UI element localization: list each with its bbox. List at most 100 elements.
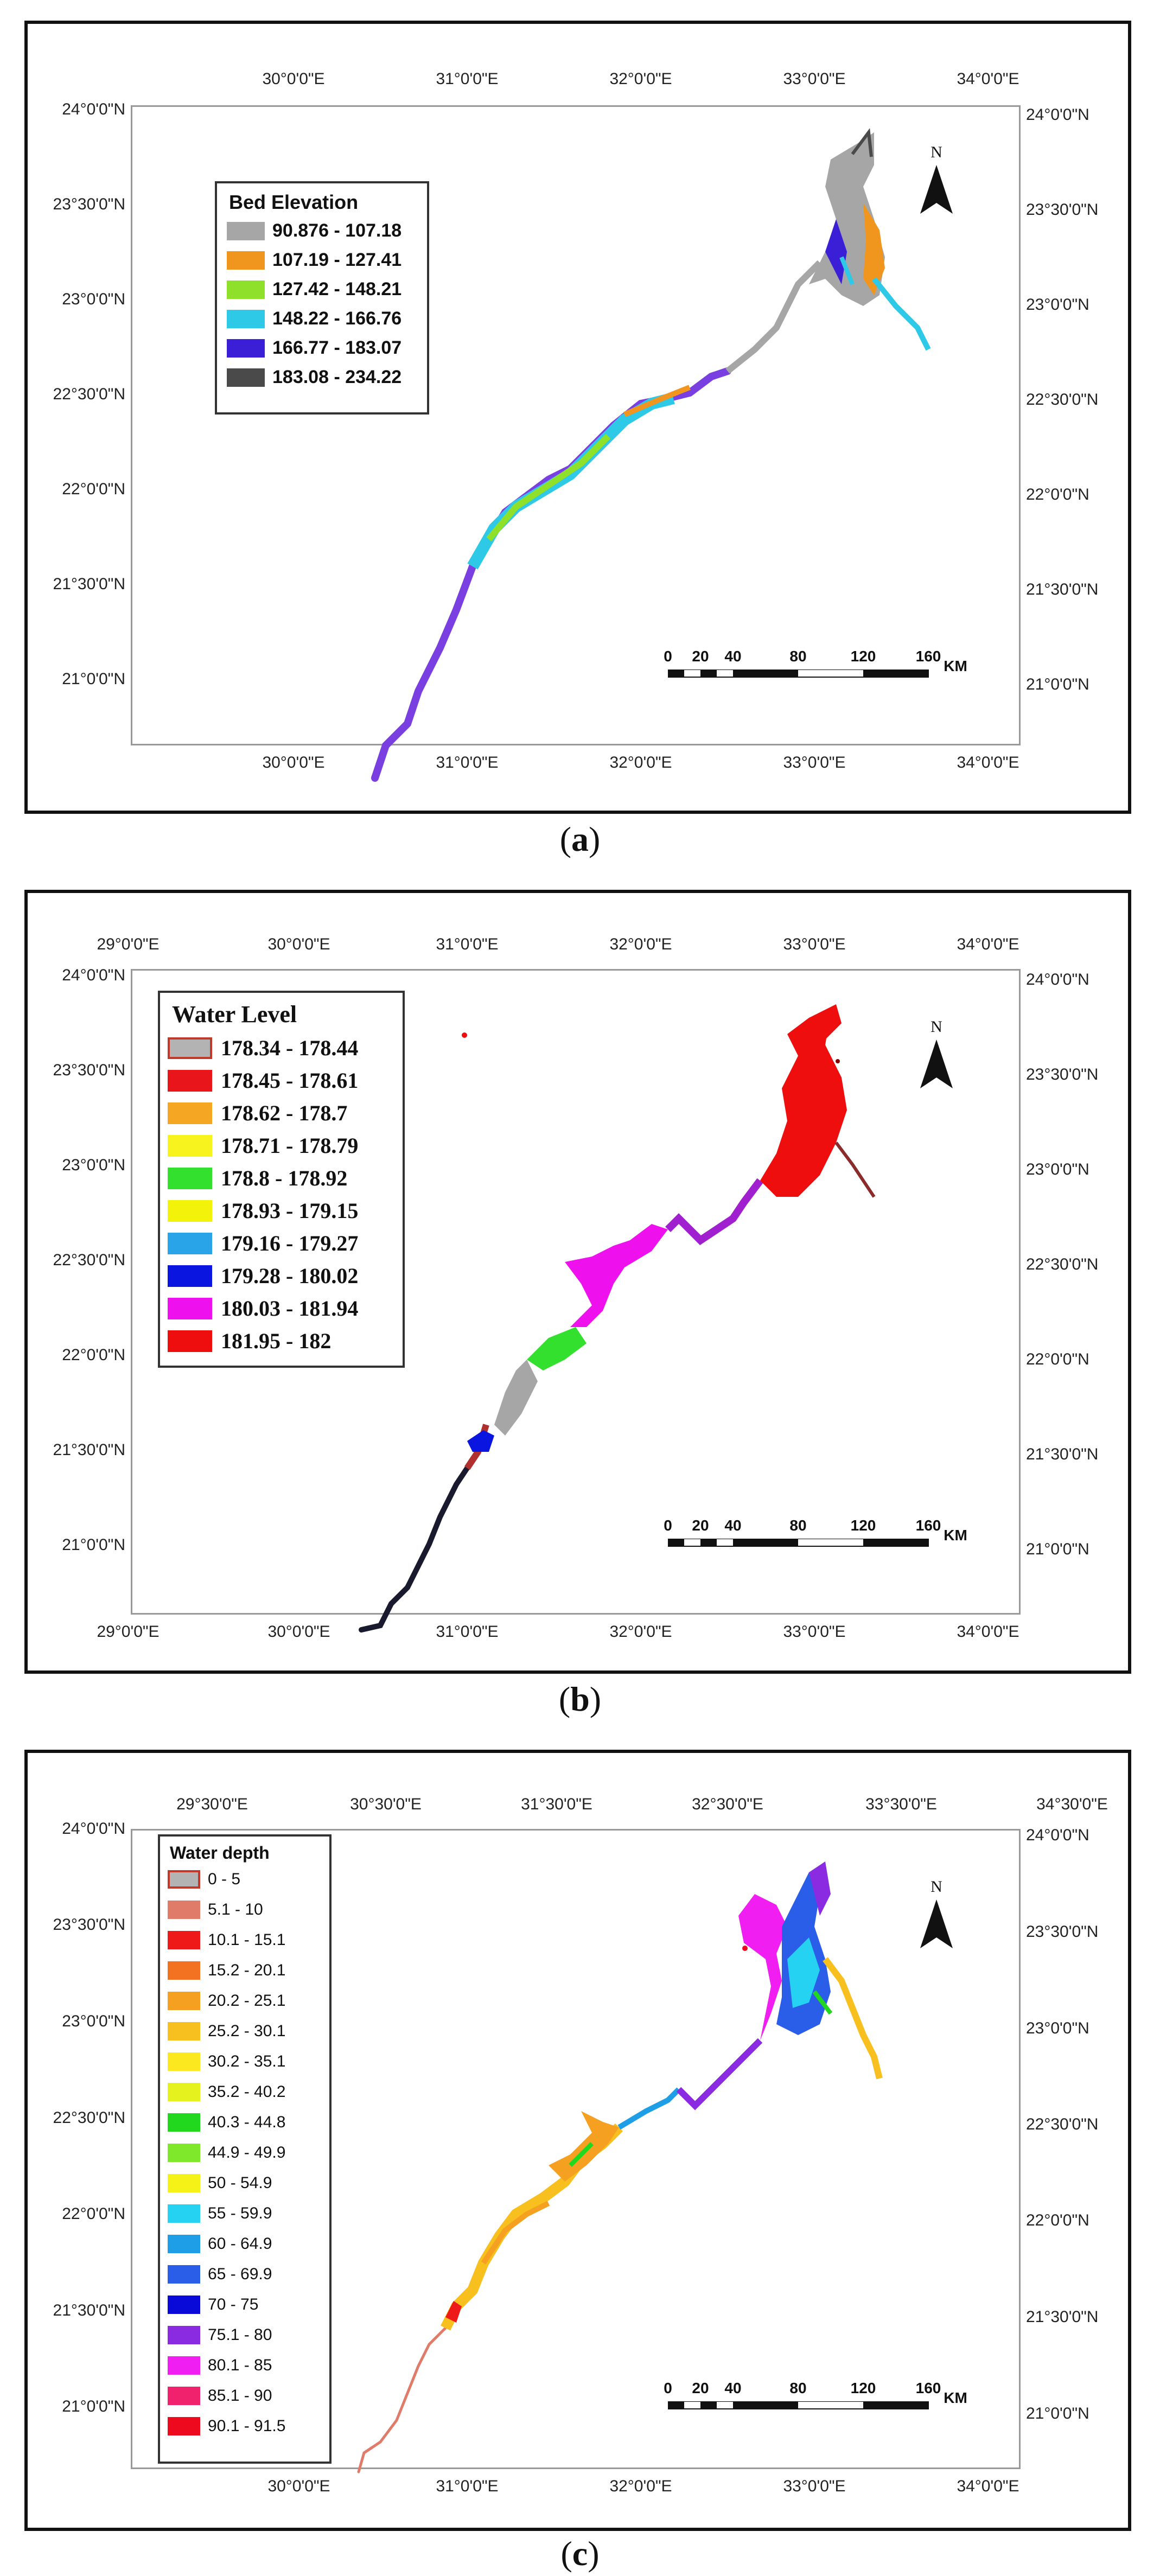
reservoir-map-c bbox=[357, 1861, 883, 2473]
legend-item-label: 55 - 59.9 bbox=[208, 2204, 272, 2222]
bottom-tick: 32°0'0"E bbox=[609, 754, 672, 771]
right-tick: 23°30'0"N bbox=[1026, 1923, 1099, 1941]
bottom-tick: 33°0'0"E bbox=[783, 1623, 846, 1641]
bottom-tick: 31°0'0"E bbox=[436, 2477, 499, 2495]
scale-label: 40 bbox=[724, 648, 742, 665]
legend-title: Water depth bbox=[170, 1843, 270, 1863]
right-tick: 22°0'0"N bbox=[1026, 486, 1089, 503]
left-tick: 22°30'0"N bbox=[53, 385, 125, 403]
scale-label: 160 bbox=[915, 2380, 941, 2396]
scale-label: 0 bbox=[664, 2380, 672, 2396]
legend-item-label: 40.3 - 44.8 bbox=[208, 2113, 286, 2131]
legend-item: 60 - 64.9 bbox=[168, 2235, 272, 2253]
right-tick: 22°0'0"N bbox=[1026, 2211, 1089, 2229]
legend-swatch bbox=[168, 2417, 200, 2435]
north-arrow-icon bbox=[920, 1899, 953, 1948]
legend-item: 30.2 - 35.1 bbox=[168, 2052, 285, 2071]
legend-item-label: 10.1 - 15.1 bbox=[208, 1931, 286, 1949]
top-tick: 31°0'0"E bbox=[436, 935, 499, 953]
legend-swatch bbox=[168, 2326, 200, 2344]
top-tick: 33°0'0"E bbox=[783, 70, 846, 88]
top-tick: 30°0'0"E bbox=[267, 935, 330, 953]
left-tick: 22°0'0"N bbox=[62, 1346, 125, 1364]
legend-swatch bbox=[227, 280, 265, 299]
legend-swatch bbox=[168, 1931, 200, 1949]
legend-swatch bbox=[227, 309, 265, 328]
legend-item: 20.2 - 25.1 bbox=[168, 1992, 285, 2010]
legend-item: 50 - 54.9 bbox=[168, 2174, 272, 2192]
right-tick: 21°30'0"N bbox=[1026, 1445, 1099, 1463]
north-arrow-icon bbox=[920, 1040, 953, 1088]
left-tick: 24°0'0"N bbox=[62, 966, 125, 984]
bottom-tick: 31°0'0"E bbox=[436, 754, 499, 771]
legend-swatch bbox=[227, 339, 265, 358]
legend-item: 90.1 - 91.5 bbox=[168, 2417, 285, 2435]
top-tick: 29°0'0"E bbox=[97, 935, 160, 953]
legend-item: 178.34 - 178.44 bbox=[168, 1035, 358, 1061]
top-tick: 33°0'0"E bbox=[783, 935, 846, 953]
bottom-tick: 30°0'0"E bbox=[267, 1623, 330, 1641]
legend-item: 70 - 75 bbox=[168, 2296, 258, 2314]
right-tick: 22°30'0"N bbox=[1026, 391, 1099, 409]
top-tick: 34°0'0"E bbox=[957, 935, 1019, 953]
right-tick: 23°30'0"N bbox=[1026, 1066, 1099, 1083]
legend-item: 107.19 - 127.41 bbox=[227, 250, 401, 271]
legend-item-label: 50 - 54.9 bbox=[208, 2174, 272, 2192]
caption-paren-close: ) bbox=[589, 820, 601, 858]
top-tick: 29°30'0"E bbox=[176, 1795, 248, 1813]
left-tick: 21°30'0"N bbox=[53, 2301, 125, 2319]
left-tick: 24°0'0"N bbox=[62, 100, 125, 118]
legend-item: 25.2 - 30.1 bbox=[168, 2022, 285, 2041]
legend-item: 10.1 - 15.1 bbox=[168, 1931, 285, 1949]
legend-item: 178.71 - 178.79 bbox=[168, 1133, 358, 1158]
left-tick: 23°30'0"N bbox=[53, 1061, 125, 1079]
legend-item-label: 35.2 - 40.2 bbox=[208, 2083, 286, 2101]
caption-c: (c) bbox=[0, 2534, 1160, 2574]
caption-paren-close: ) bbox=[589, 1680, 602, 1718]
legend-item: 181.95 - 182 bbox=[168, 1328, 331, 1354]
right-tick: 21°0'0"N bbox=[1026, 675, 1089, 693]
legend-swatch bbox=[168, 2113, 200, 2132]
map-panel-c: 29°30'0"E 30°30'0"E 31°30'0"E 32°30'0"E … bbox=[24, 1750, 1131, 2531]
bottom-tick: 30°0'0"E bbox=[267, 2477, 330, 2495]
caption-b: (b) bbox=[0, 1679, 1160, 1719]
legend-swatch bbox=[168, 1037, 212, 1059]
top-tick: 32°0'0"E bbox=[609, 70, 672, 88]
caption-letter: b bbox=[570, 1680, 590, 1718]
legend-item: 0 - 5 bbox=[168, 1870, 240, 1889]
legend-swatch bbox=[168, 1232, 212, 1254]
legend-item-label: 85.1 - 90 bbox=[208, 2387, 272, 2405]
top-tick: 32°30'0"E bbox=[692, 1795, 763, 1813]
legend-swatch bbox=[168, 1265, 212, 1287]
scale-label: 40 bbox=[724, 2380, 742, 2396]
right-tick: 21°0'0"N bbox=[1026, 2405, 1089, 2422]
bottom-tick: 31°0'0"E bbox=[436, 1623, 499, 1641]
legend-swatch bbox=[168, 1102, 212, 1124]
right-tick: 24°0'0"N bbox=[1026, 1826, 1089, 1844]
left-tick: 22°0'0"N bbox=[62, 480, 125, 498]
legend-item-label: 107.19 - 127.41 bbox=[272, 250, 402, 270]
legend-swatch bbox=[168, 1961, 200, 1980]
caption-paren-open: ( bbox=[558, 1680, 571, 1718]
caption-paren-open: ( bbox=[559, 820, 571, 858]
legend-swatch bbox=[168, 2356, 200, 2375]
legend-item-label: 178.45 - 178.61 bbox=[221, 1068, 359, 1093]
legend-item: 127.42 - 148.21 bbox=[227, 279, 401, 300]
legend-item-label: 148.22 - 166.76 bbox=[272, 308, 402, 329]
legend-item: 180.03 - 181.94 bbox=[168, 1296, 358, 1321]
map-panel-b: 29°0'0"E 30°0'0"E 31°0'0"E 32°0'0"E 33°0… bbox=[24, 890, 1131, 1674]
bottom-tick: 34°0'0"E bbox=[957, 2477, 1019, 2495]
legend-item: 85.1 - 90 bbox=[168, 2387, 272, 2405]
legend-item-label: 15.2 - 20.1 bbox=[208, 1961, 286, 1979]
left-tick: 23°0'0"N bbox=[62, 290, 125, 308]
legend-item: 179.28 - 180.02 bbox=[168, 1263, 358, 1289]
scale-bar-graphic bbox=[668, 2401, 929, 2409]
left-tick: 22°30'0"N bbox=[53, 2109, 125, 2127]
legend-item-label: 25.2 - 30.1 bbox=[208, 2022, 286, 2040]
scale-unit: KM bbox=[944, 1527, 967, 1544]
legend-item: 80.1 - 85 bbox=[168, 2356, 272, 2375]
caption-letter: a bbox=[571, 820, 589, 858]
legend-item: 178.93 - 179.15 bbox=[168, 1198, 358, 1223]
legend-item-label: 179.16 - 179.27 bbox=[221, 1231, 359, 1255]
caption-a: (a) bbox=[0, 819, 1160, 859]
